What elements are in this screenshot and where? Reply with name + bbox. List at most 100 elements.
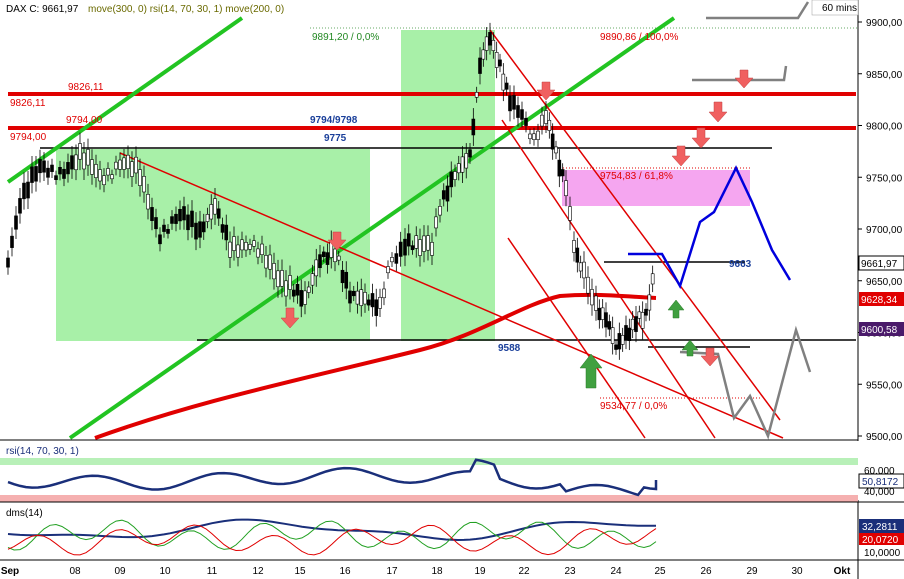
candle-down	[607, 321, 612, 330]
candle-up	[532, 133, 536, 141]
x-tick-label: 16	[339, 566, 351, 577]
candle-up	[276, 270, 280, 288]
candle-up	[310, 273, 315, 286]
price-tick-label: 9700,00	[866, 225, 903, 236]
candle-down	[299, 290, 304, 307]
candle-down	[38, 159, 42, 174]
rsi-panel: rsi(14, 70, 30, 1) 60,000 50,8172 40,000	[0, 441, 904, 503]
candle-up	[600, 307, 605, 320]
label-9663: 9663	[729, 259, 752, 270]
green-arrows	[579, 299, 699, 389]
candle-down	[520, 109, 524, 120]
candle-down	[524, 117, 528, 126]
candle-up	[501, 73, 506, 91]
candle-down	[186, 214, 190, 231]
price-badge-last	[858, 255, 904, 271]
rsi-oversold-band	[0, 495, 858, 502]
x-tick-label: 24	[610, 566, 622, 577]
candle-up	[456, 163, 461, 174]
candle-down	[194, 222, 198, 240]
candle-up	[590, 289, 594, 306]
candle-up	[94, 164, 98, 179]
candle-up	[98, 169, 102, 182]
candle-up	[114, 161, 118, 170]
candle-up	[484, 36, 489, 51]
candle-down	[488, 32, 492, 46]
candle-down	[170, 216, 174, 224]
candle-up	[540, 114, 544, 127]
candle-up	[106, 168, 110, 176]
dms-minus-line	[7, 524, 657, 556]
candle-up	[244, 242, 248, 251]
green-arrow-up	[681, 339, 699, 357]
candle-up	[260, 243, 264, 255]
candle-up	[536, 130, 540, 140]
red-arrow-down	[671, 145, 691, 167]
candle-down	[154, 217, 158, 230]
grey-legend-shape-top	[706, 1, 810, 20]
price-badge-level-text: 9600,58	[861, 325, 898, 336]
candle-down	[398, 241, 403, 257]
red-channel-mid	[501, 119, 716, 439]
candle-up	[236, 244, 240, 258]
candle-down	[42, 160, 46, 173]
price-tick-label: 9750,00	[866, 173, 903, 184]
candle-down	[366, 299, 371, 306]
candle-up	[102, 175, 106, 186]
candle-down	[504, 82, 509, 90]
candle-down	[340, 269, 345, 284]
candle-up	[82, 152, 86, 170]
candle-down	[224, 224, 229, 241]
candle-up	[474, 92, 479, 98]
candle-down	[644, 308, 648, 316]
candle-up	[314, 259, 319, 277]
price-tick-label: 9500,00	[866, 432, 903, 443]
candle-up	[390, 257, 394, 263]
candle-down	[351, 290, 356, 297]
rsi-tick-40: 40,000	[864, 487, 895, 498]
timeframe-box[interactable]	[811, 0, 859, 16]
candle-up	[547, 119, 552, 131]
candle-up	[544, 110, 548, 124]
candle-down	[18, 198, 22, 214]
fib-label-top-left: 9891,20 / 0,0%	[312, 32, 379, 43]
dms-value-1: 32,2811	[862, 522, 898, 533]
candle-up	[146, 193, 150, 210]
candle-down	[325, 252, 330, 265]
candle-up	[228, 241, 232, 258]
grey-legend-shape-mid	[692, 65, 788, 82]
x-tick-label: 09	[114, 566, 126, 577]
candle-up	[620, 335, 625, 345]
candle-up	[110, 174, 114, 180]
candle-down	[198, 221, 202, 238]
candle-up	[355, 290, 360, 305]
candle-down	[158, 234, 162, 245]
candle-up	[363, 292, 367, 305]
x-tick-label: 29	[746, 566, 758, 577]
candle-down	[22, 182, 26, 200]
candle-down	[634, 316, 638, 332]
candle-down	[318, 254, 322, 269]
candle-up	[430, 242, 434, 256]
dms-value-badge-1	[859, 519, 904, 533]
price-badge-ma-text: 9628,34	[861, 295, 898, 306]
candle-down	[560, 169, 565, 177]
price-tick-label: 9900,00	[866, 18, 903, 29]
candle-up	[90, 159, 94, 175]
dms-value-2: 20,0720	[862, 535, 899, 546]
candle-up	[280, 270, 284, 287]
candle-down	[30, 166, 34, 183]
candle-down	[182, 206, 186, 221]
candle-up	[637, 311, 642, 319]
candle-up	[464, 153, 469, 169]
candle-up	[438, 206, 442, 216]
dms-panel: dms(14) 32,2811 20,0720 10,0000	[0, 508, 904, 561]
candle-down	[50, 164, 54, 172]
green-arrow-up	[667, 299, 685, 319]
rsi-value: 50,8172	[862, 477, 899, 488]
candle-up	[272, 263, 276, 280]
red-arrow-down	[691, 127, 711, 149]
candle-down	[46, 167, 50, 178]
candle-down	[550, 133, 555, 150]
